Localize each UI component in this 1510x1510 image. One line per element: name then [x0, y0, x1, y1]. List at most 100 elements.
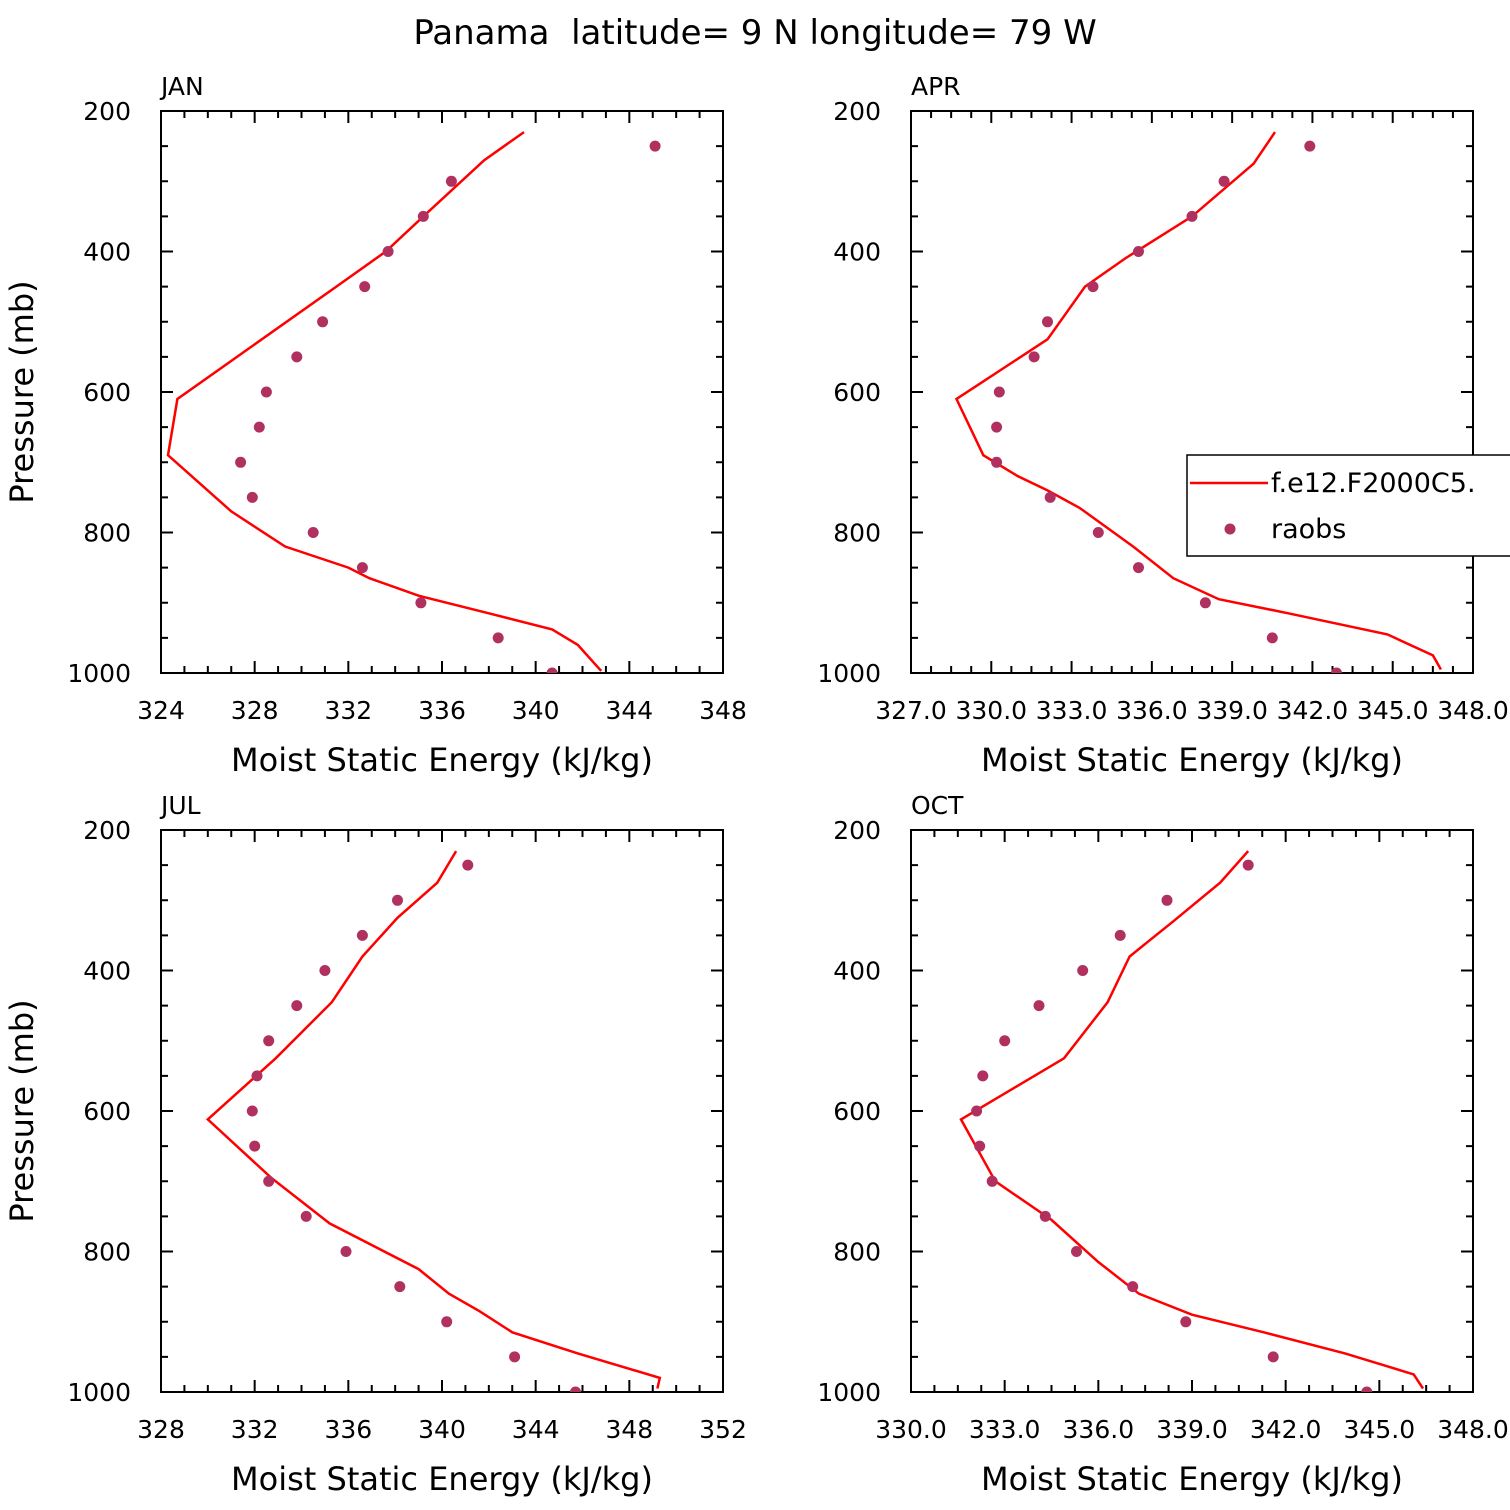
- x-tick-label: 340: [418, 1415, 466, 1444]
- y-tick-label: 200: [83, 97, 131, 126]
- raobs-point: [260, 386, 272, 398]
- raobs-point: [1044, 491, 1056, 503]
- legend: f.e12.F2000C5. raobs: [1186, 454, 1510, 557]
- x-tick-label: 324: [137, 696, 185, 725]
- plot-data-apr: [954, 131, 1442, 673]
- raobs-point: [291, 1000, 303, 1012]
- x-tick-label: 348.0: [1437, 1415, 1509, 1444]
- raobs-point: [417, 210, 429, 222]
- raobs-point: [462, 859, 474, 871]
- panel-apr: 327.0 330.0 333.0 336.0 339.0 342.0 345.0 348.0…: [817, 72, 1508, 779]
- panels-group: 324 328 332 336 340 344 348 200 400 600 800 1000 JAN…: [3, 72, 1509, 1498]
- raobs-point: [249, 1140, 261, 1152]
- legend-model-label: f.e12.F2000C5.: [1271, 468, 1476, 499]
- raobs-point: [1028, 351, 1040, 363]
- plot-frame-jan: [160, 110, 724, 674]
- raobs-point: [546, 667, 558, 673]
- x-tick-label: 342.0: [1277, 696, 1349, 725]
- x-tick-label: 345.0: [1357, 696, 1429, 725]
- x-tick-label: 348.0: [1437, 696, 1509, 725]
- raobs-point: [977, 1070, 989, 1082]
- raobs-point: [1133, 246, 1144, 257]
- x-tick-label: 344: [605, 696, 653, 725]
- raobs-point: [317, 316, 329, 328]
- y-tick-label: 1000: [817, 659, 881, 688]
- raobs-point: [340, 1246, 352, 1257]
- raobs-point: [394, 1281, 406, 1293]
- plot-data-jan: [166, 131, 661, 673]
- model-line-apr: [954, 131, 1442, 671]
- panel-title-jan: JAN: [159, 72, 204, 101]
- y-tick-label: 400: [83, 957, 131, 986]
- raobs-point: [1087, 281, 1099, 293]
- x-axis-label-jan: Moist Static Energy (kJ/kg): [231, 741, 653, 779]
- raobs-point: [1266, 632, 1278, 644]
- page-title: Panama latitude= 9 N longitude= 79 W: [413, 13, 1096, 53]
- raobs-point: [492, 632, 504, 644]
- y-tick-label: 800: [83, 1238, 131, 1267]
- raobs-point: [251, 1070, 263, 1082]
- raobs-point: [246, 1105, 258, 1117]
- plot-frame-jul: [160, 829, 724, 1393]
- raobs-point: [445, 175, 457, 187]
- raobs-point: [991, 456, 1003, 468]
- legend-obs-marker: [1224, 523, 1236, 535]
- y-tick-label: 400: [83, 238, 131, 267]
- x-tick-label: 327.0: [875, 696, 947, 725]
- raobs-point: [1114, 929, 1126, 941]
- y-tick-label: 600: [83, 1097, 131, 1126]
- raobs-point: [1267, 1351, 1279, 1363]
- raobs-point: [1161, 894, 1173, 906]
- x-tick-label: 336: [418, 696, 466, 725]
- legend-box: [1186, 454, 1510, 557]
- y-tick-label: 200: [833, 97, 881, 126]
- raobs-point: [291, 351, 303, 363]
- raobs-point: [570, 1386, 581, 1392]
- raobs-point: [991, 421, 1003, 433]
- raobs-point: [441, 1316, 453, 1328]
- raobs-point: [1077, 965, 1089, 976]
- y-tick-label: 200: [833, 816, 881, 845]
- panel-oct: 330.0 333.0 336.0 339.0 342.0 345.0 348.0 200 40…: [817, 791, 1508, 1498]
- x-axis-label-oct: Moist Static Energy (kJ/kg): [981, 1460, 1403, 1498]
- y-axis-label-jul: Pressure (mb): [3, 999, 41, 1222]
- x-tick-label: 328: [137, 1415, 185, 1444]
- raobs-point: [993, 386, 1005, 398]
- x-tick-label: 340: [512, 696, 560, 725]
- panel-jul: 328 332 336 340 344 348 352 200 400 600 800 1000 JUL…: [3, 791, 747, 1498]
- x-tick-label: 339.0: [1196, 696, 1268, 725]
- x-tick-label: 352: [699, 1415, 747, 1444]
- raobs-point: [382, 246, 394, 257]
- y-tick-label: 800: [83, 519, 131, 548]
- raobs-point: [1331, 667, 1342, 673]
- model-line-oct: [959, 850, 1425, 1390]
- raobs-point: [1133, 562, 1144, 574]
- y-tick-label: 1000: [67, 659, 131, 688]
- raobs-point: [999, 1035, 1011, 1047]
- y-tick-label: 800: [833, 519, 881, 548]
- panel-jan: 324 328 332 336 340 344 348 200 400 600 800 1000 JAN…: [3, 72, 747, 779]
- raobs-point: [253, 421, 265, 433]
- raobs-point: [415, 597, 427, 609]
- model-line-jan: [166, 131, 603, 672]
- raobs-point: [1186, 210, 1198, 222]
- y-tick-label: 400: [833, 957, 881, 986]
- raobs-point: [356, 562, 368, 574]
- plot-frame-oct: [910, 829, 1474, 1393]
- panel-title-jul: JUL: [159, 791, 201, 820]
- legend-obs-label: raobs: [1271, 514, 1346, 545]
- raobs-point: [971, 1105, 983, 1117]
- x-tick-label: 330.0: [955, 696, 1027, 725]
- raobs-point: [319, 965, 331, 976]
- raobs-point: [649, 140, 661, 152]
- raobs-point: [235, 456, 247, 468]
- x-tick-label: 345.0: [1344, 1415, 1416, 1444]
- y-tick-label: 1000: [817, 1378, 881, 1407]
- x-tick-label: 333.0: [969, 1415, 1041, 1444]
- x-axis-label-apr: Moist Static Energy (kJ/kg): [981, 741, 1403, 779]
- x-tick-label: 348: [605, 1415, 653, 1444]
- y-tick-label: 600: [833, 1097, 881, 1126]
- raobs-point: [509, 1351, 521, 1363]
- raobs-point: [356, 929, 368, 941]
